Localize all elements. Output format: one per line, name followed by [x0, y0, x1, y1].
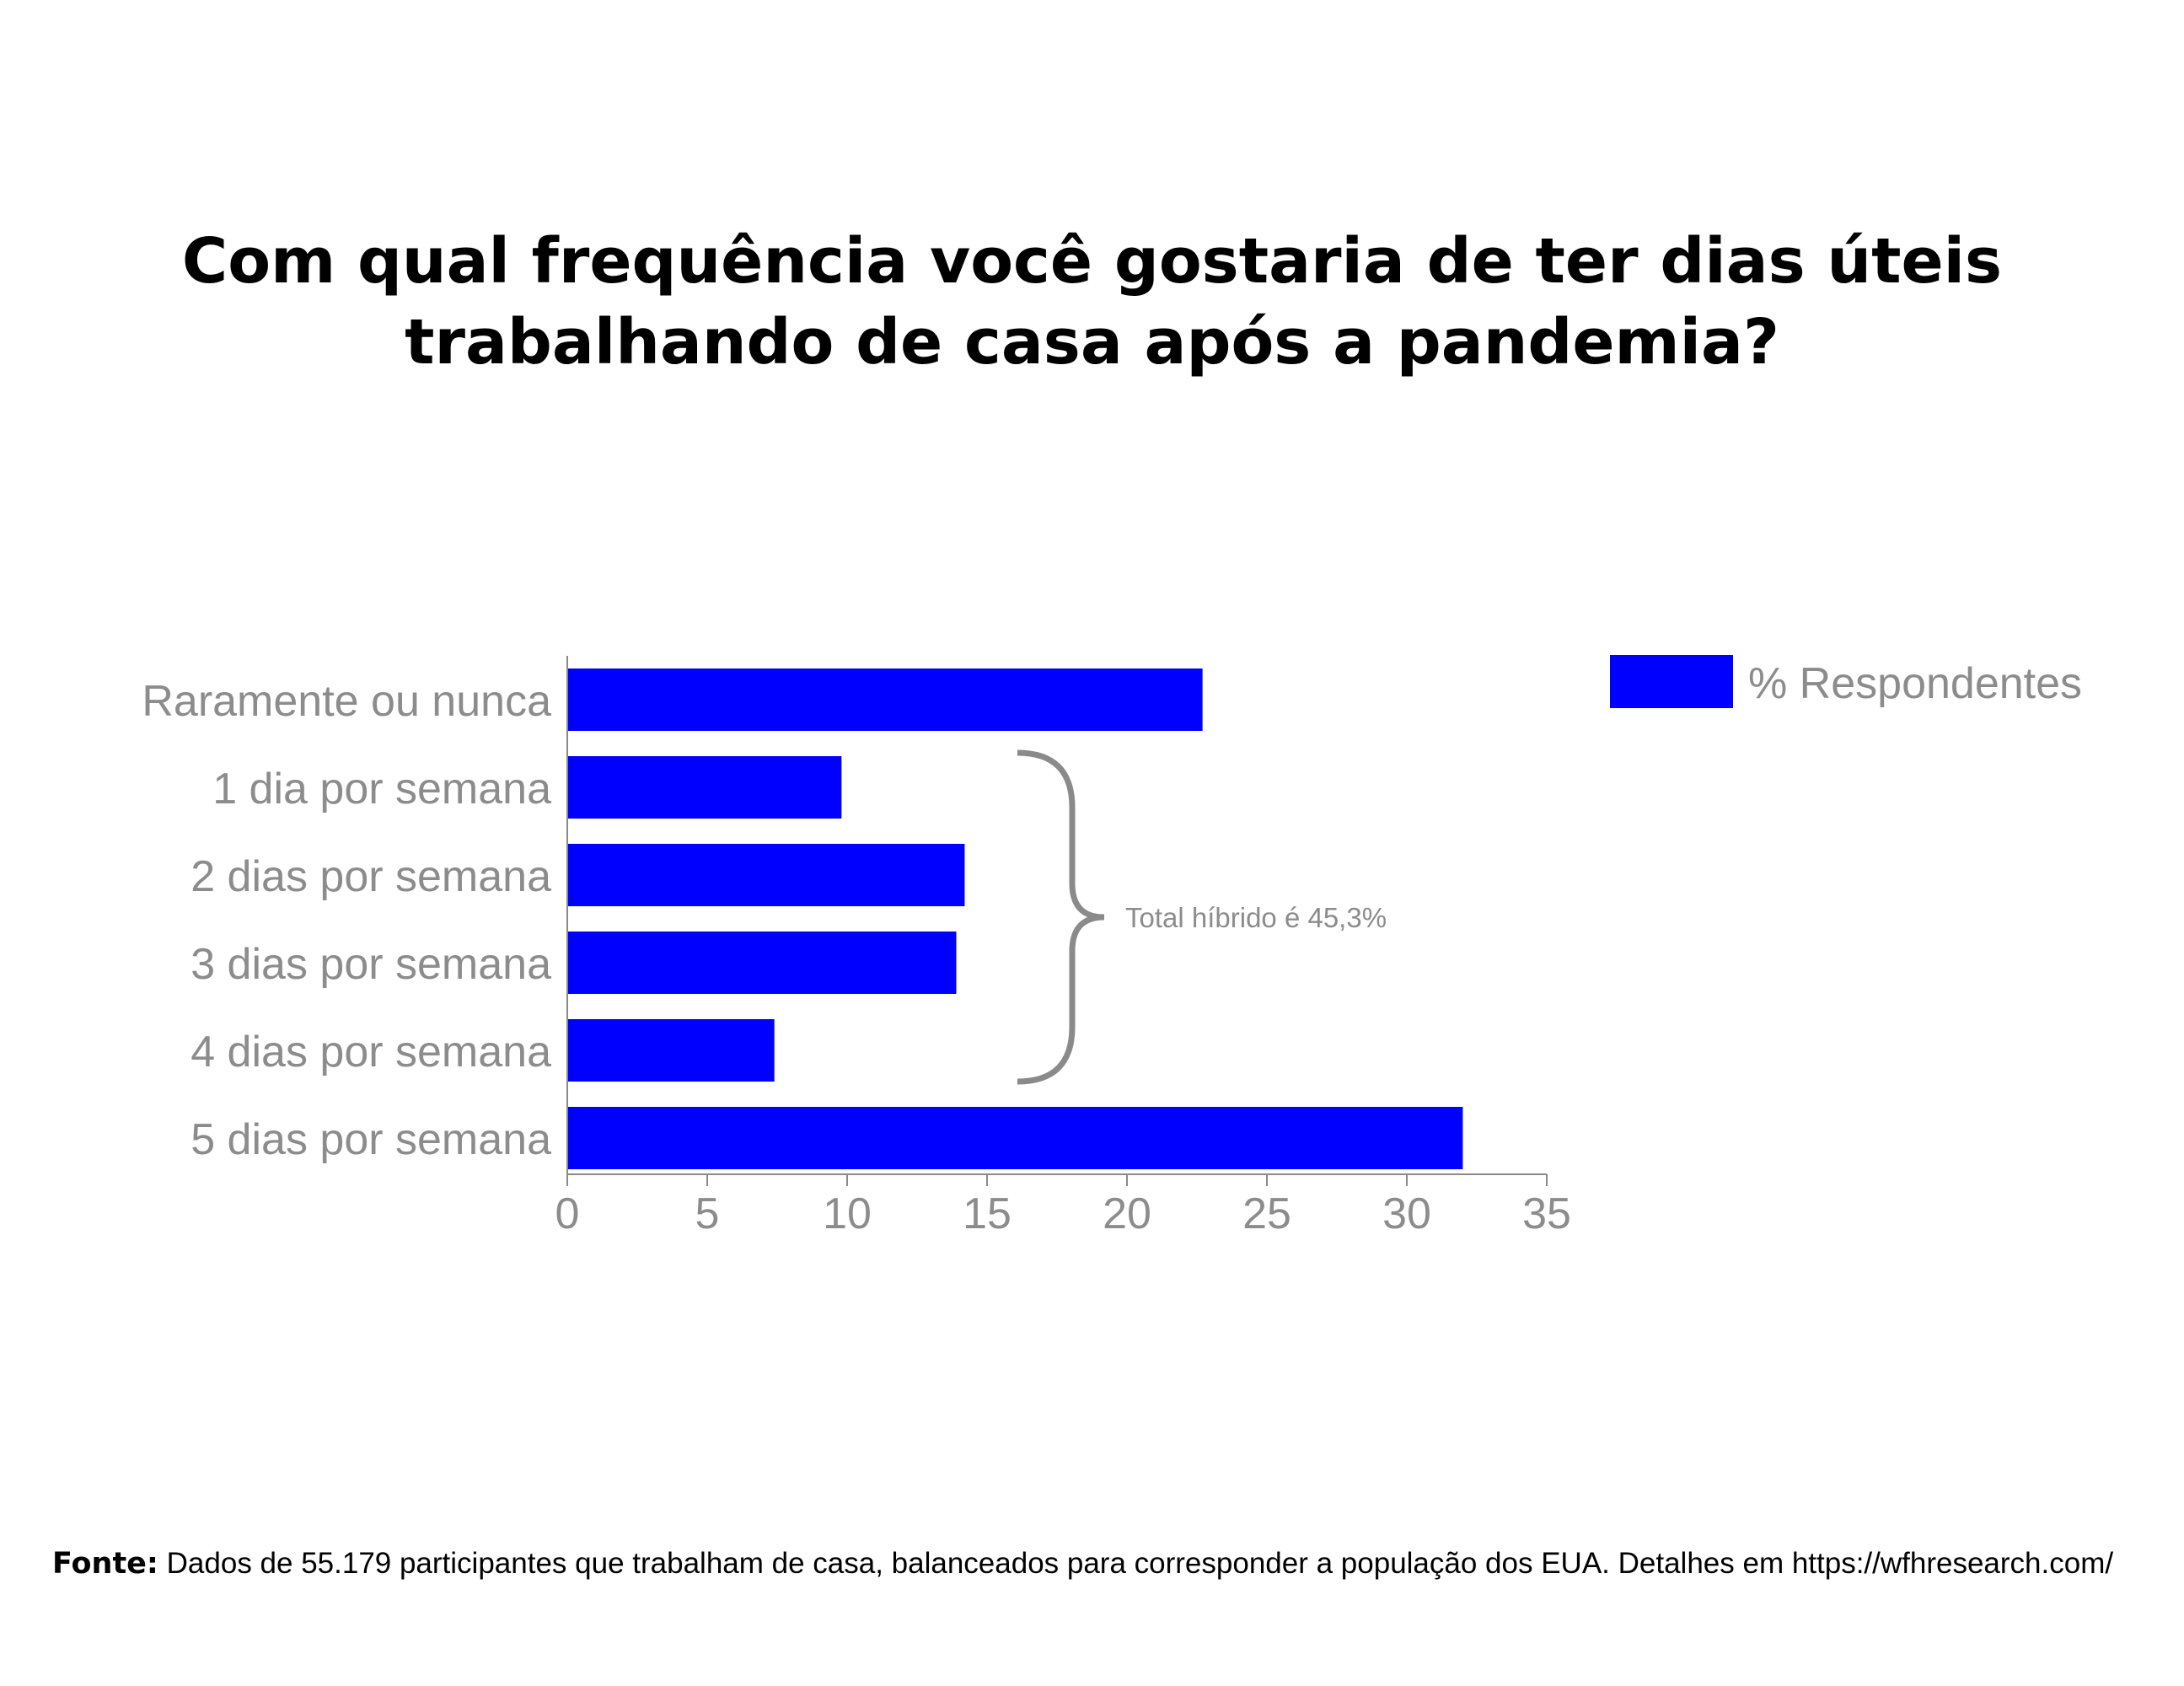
category-label-4: 4 dias por semana — [190, 1028, 551, 1077]
category-label-3: 3 dias por semana — [190, 940, 551, 989]
source-footer: Fonte: Dados de 55.179 participantes que… — [52, 1547, 2113, 1581]
bar-3 — [567, 932, 957, 994]
category-label-5: 5 dias por semana — [190, 1115, 551, 1164]
x-tick-label-1: 5 — [695, 1189, 720, 1238]
curly-brace — [1017, 749, 1105, 1085]
bar-5 — [567, 1107, 1463, 1169]
category-label-2: 2 dias por semana — [190, 852, 551, 901]
x-axis: 0 5 10 15 20 25 30 35 — [555, 656, 1571, 1238]
x-tick-label-5: 25 — [1242, 1189, 1291, 1238]
x-tick-label-3: 15 — [963, 1189, 1012, 1238]
bar-1 — [567, 756, 842, 819]
category-label-1: 1 dia por semana — [212, 765, 551, 813]
chart-title-line-2: trabalhando de casa após a pandemia? — [405, 306, 1779, 379]
footer-text: Dados de 55.179 participantes que trabal… — [158, 1547, 2114, 1580]
x-tick-label-7: 35 — [1522, 1189, 1571, 1238]
legend-label: % Respondentes — [1748, 659, 2082, 708]
bars-layer — [567, 668, 1463, 1169]
x-tick-label-2: 10 — [823, 1189, 872, 1238]
legend: % Respondentes — [1610, 655, 2082, 708]
bar-4 — [567, 1019, 775, 1082]
x-tick-label-6: 30 — [1382, 1189, 1431, 1238]
chart-title-line-1: Com qual frequência você gostaria de ter… — [181, 225, 2003, 298]
x-tick-label-4: 20 — [1103, 1189, 1151, 1238]
footer-label: Fonte: — [52, 1547, 158, 1581]
category-label-0: Raramente ou nunca — [142, 677, 551, 726]
x-tick-label-0: 0 — [555, 1189, 580, 1238]
legend-swatch — [1610, 655, 1733, 708]
annotation-text: Total híbrido é 45,3% — [1125, 902, 1387, 933]
hybrid-annotation: Total híbrido é 45,3% — [1017, 749, 1387, 1085]
bar-0 — [567, 668, 1203, 731]
category-labels: Raramente ou nunca 1 dia por semana 2 dias… — [142, 677, 551, 1164]
bar-2 — [567, 844, 965, 906]
